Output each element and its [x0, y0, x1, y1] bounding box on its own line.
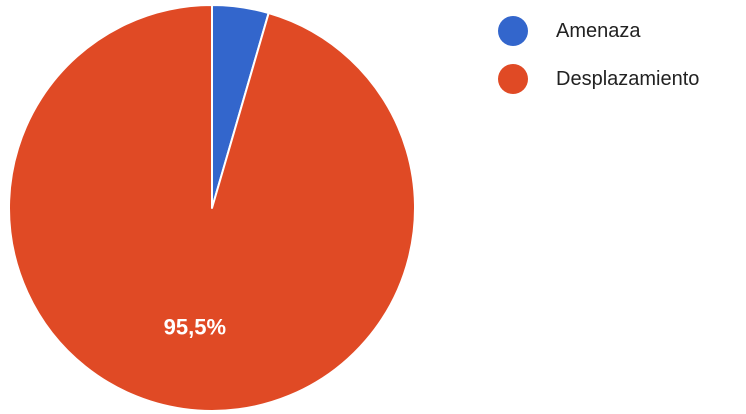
pie-slice-labels: 95,5%: [164, 314, 226, 339]
pie-slices: [8, 4, 417, 412]
legend-item-desplazamiento[interactable]: Desplazamiento: [498, 62, 699, 96]
legend: Amenaza Desplazamiento: [498, 14, 699, 110]
pie-slice-desplazamiento[interactable]: [8, 4, 417, 412]
legend-label-desplazamiento: Desplazamiento: [556, 67, 700, 90]
pie-slice-label-desplazamiento: 95,5%: [164, 314, 226, 339]
legend-item-amenaza[interactable]: Amenaza: [498, 14, 699, 48]
pie-chart: 95,5%: [8, 4, 417, 412]
legend-marker-amenaza: [498, 16, 528, 46]
legend-label-amenaza: Amenaza: [556, 19, 641, 42]
legend-marker-desplazamiento: [498, 64, 528, 94]
